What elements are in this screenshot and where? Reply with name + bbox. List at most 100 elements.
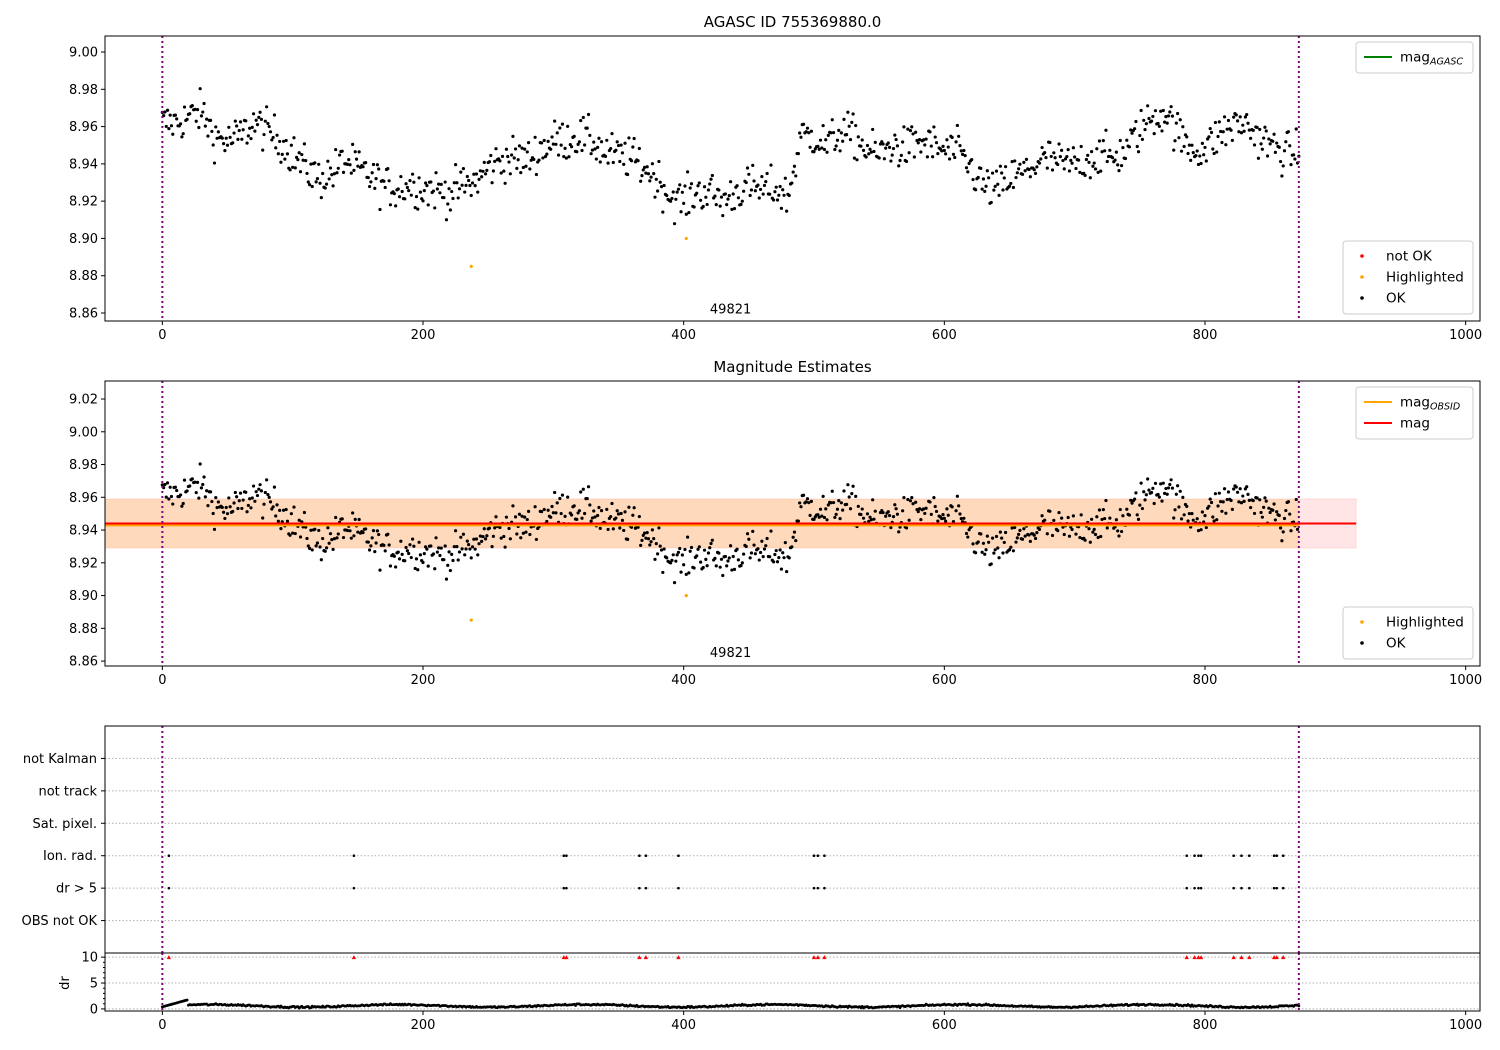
ok-point	[684, 212, 688, 216]
ok-point	[834, 144, 838, 148]
ok-point	[318, 545, 322, 549]
ok-point	[370, 171, 374, 175]
legend-label-text: OK	[1386, 291, 1407, 307]
ok-point	[225, 512, 230, 516]
ok-point	[225, 143, 230, 147]
ok-point	[980, 550, 984, 554]
ok-point	[838, 516, 842, 521]
ok-point	[721, 213, 725, 218]
ok-point	[297, 518, 301, 522]
ok-point	[906, 127, 910, 131]
ok-point	[672, 222, 677, 226]
ok-point	[1280, 539, 1284, 543]
ok-point	[783, 176, 787, 180]
ok-point	[1284, 508, 1288, 513]
ok-point	[794, 174, 798, 178]
ok-point	[292, 136, 296, 140]
legend-label: mag	[1400, 416, 1430, 432]
ok-point	[373, 549, 377, 554]
dr-clipped-marker	[1198, 955, 1204, 960]
ok-point	[908, 128, 913, 133]
ok-point	[284, 138, 288, 143]
flag-point	[562, 886, 566, 890]
ok-point	[1249, 136, 1253, 140]
ok-point	[378, 568, 382, 572]
y-tick-label: 9.00	[69, 425, 98, 440]
ok-point	[644, 171, 648, 175]
ok-point	[611, 160, 615, 165]
ok-point	[598, 160, 602, 164]
ok-point	[873, 140, 877, 144]
ok-point	[562, 154, 566, 159]
ok-point	[369, 544, 373, 548]
ok-point	[936, 152, 940, 156]
ok-point	[1078, 170, 1082, 175]
ok-point	[971, 542, 975, 546]
y-tick-label: 9.00	[69, 46, 98, 61]
ok-point	[1071, 146, 1075, 150]
ok-point	[757, 196, 761, 200]
ok-point	[1097, 508, 1102, 512]
ok-point	[804, 130, 808, 134]
ok-point	[1017, 167, 1021, 171]
ok-point	[171, 132, 175, 136]
ok-point	[768, 555, 772, 559]
ok-point	[708, 546, 712, 550]
ok-point	[954, 509, 958, 513]
ok-point	[779, 567, 784, 571]
ok-point	[603, 154, 608, 158]
ok-point	[1202, 153, 1206, 157]
ok-point	[1001, 551, 1005, 555]
ok-point	[232, 501, 236, 505]
ok-point	[470, 181, 475, 185]
ok-point	[680, 553, 684, 557]
ok-point	[317, 162, 321, 166]
ok-point	[932, 125, 936, 129]
ok-point	[805, 497, 810, 501]
ok-point	[658, 180, 662, 184]
ok-point	[593, 147, 597, 151]
ok-point	[817, 147, 821, 151]
ok-point	[265, 105, 269, 109]
ok-point	[590, 148, 595, 152]
ok-point	[1293, 157, 1297, 161]
ok-point	[749, 551, 754, 555]
ok-point	[1134, 119, 1138, 124]
ok-point	[1015, 171, 1019, 175]
y-tick-label: 8.86	[69, 306, 98, 321]
ok-point	[580, 148, 584, 153]
ok-point	[1070, 527, 1074, 532]
ok-point	[916, 509, 920, 514]
ok-point	[556, 153, 561, 157]
ok-point	[1011, 549, 1016, 553]
ok-point	[744, 544, 748, 549]
ok-point	[856, 504, 860, 508]
flag-point	[1281, 854, 1285, 858]
ok-point	[671, 190, 675, 194]
ok-point	[760, 174, 764, 179]
ok-point	[777, 193, 781, 197]
ok-point	[1219, 499, 1223, 504]
ok-point	[683, 184, 687, 188]
ok-point	[429, 544, 433, 548]
ok-point	[392, 192, 396, 196]
ok-point	[195, 480, 200, 484]
ok-point	[839, 131, 843, 135]
ok-point	[188, 484, 192, 488]
ok-point	[1196, 528, 1201, 533]
ok-point	[656, 552, 660, 556]
dr-clipped-marker	[637, 955, 642, 960]
ok-point	[523, 515, 527, 519]
ok-point	[765, 171, 769, 176]
ok-point	[984, 548, 988, 552]
ok-point	[650, 162, 654, 166]
ok-point	[620, 518, 625, 522]
ok-point	[850, 492, 854, 496]
ok-point	[545, 519, 549, 524]
ok-point	[477, 177, 481, 181]
ok-point	[974, 551, 978, 555]
ok-point	[551, 142, 555, 146]
ok-point	[816, 144, 820, 148]
ok-point	[526, 141, 531, 145]
